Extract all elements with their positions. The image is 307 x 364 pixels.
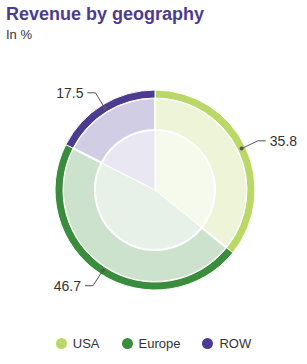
html-text:Europe: Europe [138,336,181,351]
svg-text:46.7: 46.7 [54,278,81,294]
html-text:In %: In % [6,27,32,42]
svg-text:35.8: 35.8 [270,133,297,149]
html-text:ROW: ROW [219,336,252,351]
html-text:USA: USA [72,336,100,351]
html-text:Revenue by geography: Revenue by geography [6,4,205,24]
svg-text:17.5: 17.5 [56,85,83,101]
